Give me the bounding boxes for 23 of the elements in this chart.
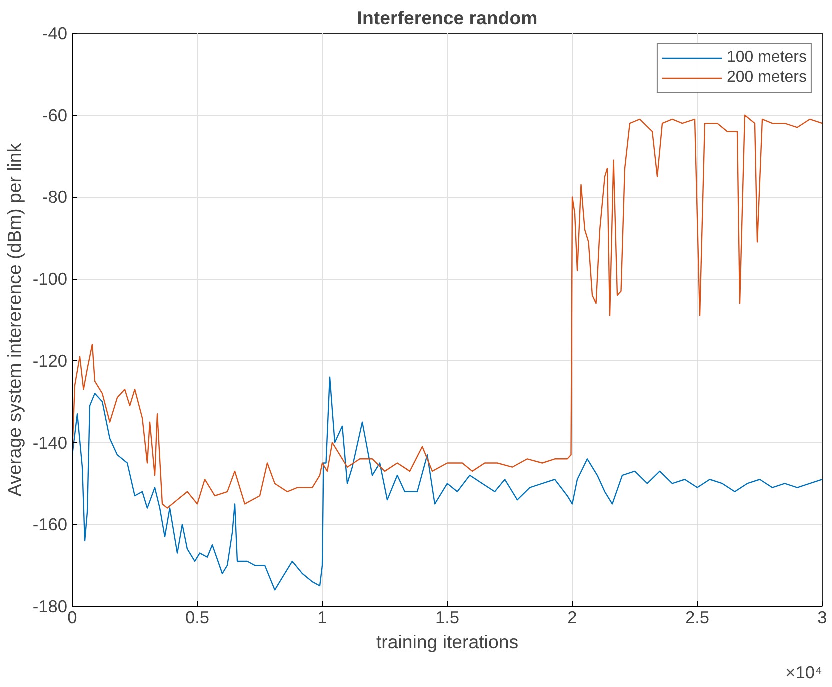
x-tick-label: 3 (818, 608, 828, 628)
y-tick-label: -100 (32, 269, 68, 290)
x-tick-label: 2 (568, 608, 578, 628)
x-tick-label: 0 (68, 608, 78, 628)
y-tick-label: -140 (32, 432, 68, 453)
text: ×10⁴ (786, 662, 823, 682)
y-tick-label: -160 (32, 514, 68, 535)
x-tick-label: 1 (318, 608, 328, 628)
y-tick-label: -60 (42, 105, 68, 126)
line-series (72, 114, 822, 509)
y-tick-label: -40 (42, 24, 68, 44)
y-axis-title: Average system intererence (dBm) per link (4, 142, 25, 497)
y-tick-label: -120 (32, 350, 68, 371)
y-tick-label: -180 (32, 596, 68, 616)
chart-title: Interference random (357, 8, 538, 28)
legend-label: 100 meters (726, 49, 807, 67)
y-tick-label: -80 (42, 187, 68, 208)
x-axis-title: training iterations (376, 632, 519, 652)
x-tick-label: 0.5 (185, 608, 210, 628)
x-tick-label: 1.5 (435, 608, 460, 628)
line-series (72, 376, 822, 591)
legend-label: 200 meters (726, 69, 807, 87)
x-tick-label: 2.5 (685, 608, 710, 628)
